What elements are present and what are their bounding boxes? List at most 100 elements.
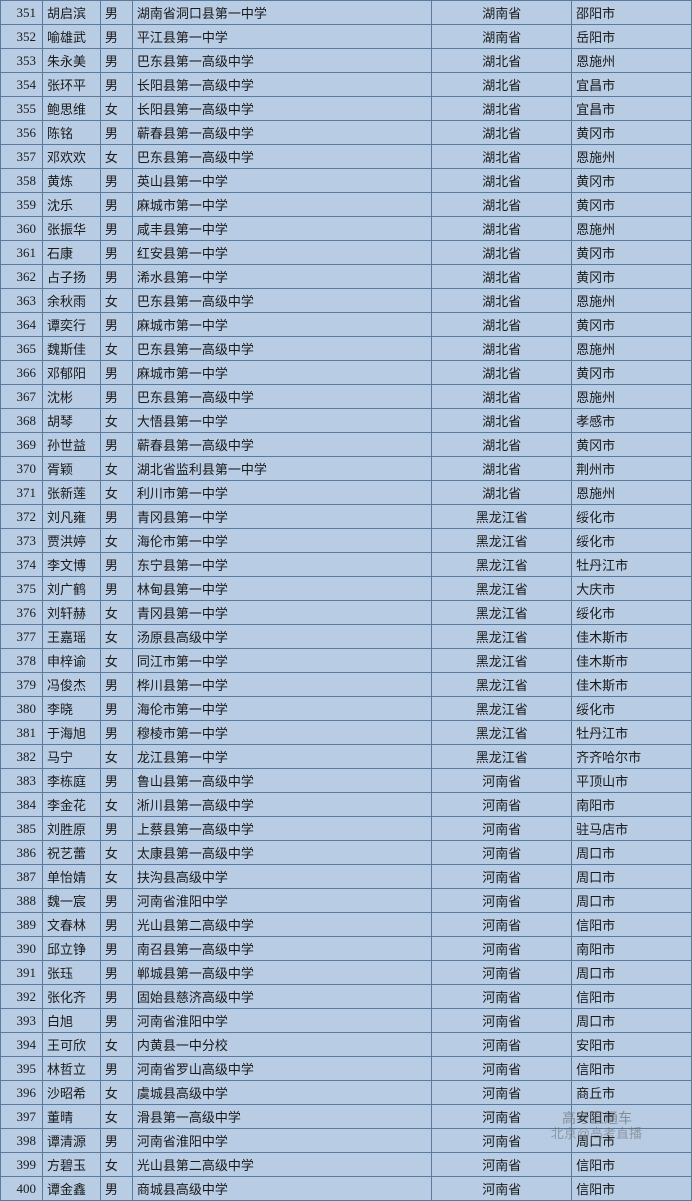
cell-school: 河南省罗山高级中学 <box>132 1057 431 1081</box>
cell-name: 方碧玉 <box>42 1153 100 1177</box>
table-row: 387单怡婧女扶沟县高级中学河南省周口市 <box>1 865 692 889</box>
cell-gender: 女 <box>100 649 132 673</box>
cell-city: 黄冈市 <box>572 313 692 337</box>
cell-num: 354 <box>1 73 43 97</box>
cell-num: 366 <box>1 361 43 385</box>
cell-num: 355 <box>1 97 43 121</box>
cell-school: 郸城县第一高级中学 <box>132 961 431 985</box>
cell-name: 王嘉瑶 <box>42 625 100 649</box>
cell-gender: 男 <box>100 913 132 937</box>
cell-province: 湖北省 <box>432 145 572 169</box>
cell-province: 河南省 <box>432 1105 572 1129</box>
cell-city: 佳木斯市 <box>572 625 692 649</box>
cell-num: 377 <box>1 625 43 649</box>
cell-gender: 男 <box>100 169 132 193</box>
cell-city: 信阳市 <box>572 985 692 1009</box>
cell-city: 信阳市 <box>572 1177 692 1201</box>
cell-city: 恩施州 <box>572 337 692 361</box>
cell-num: 378 <box>1 649 43 673</box>
cell-province: 河南省 <box>432 1153 572 1177</box>
table-row: 393白旭男河南省淮阳中学河南省周口市 <box>1 1009 692 1033</box>
cell-province: 湖北省 <box>432 73 572 97</box>
cell-name: 孙世益 <box>42 433 100 457</box>
cell-name: 魏一宸 <box>42 889 100 913</box>
table-row: 354张环平男长阳县第一高级中学湖北省宜昌市 <box>1 73 692 97</box>
cell-gender: 男 <box>100 361 132 385</box>
cell-school: 大悟县第一中学 <box>132 409 431 433</box>
cell-name: 申梓谕 <box>42 649 100 673</box>
cell-school: 长阳县第一高级中学 <box>132 97 431 121</box>
cell-name: 黄炼 <box>42 169 100 193</box>
cell-city: 佳木斯市 <box>572 649 692 673</box>
cell-name: 祝艺蕾 <box>42 841 100 865</box>
cell-name: 胡琴 <box>42 409 100 433</box>
cell-province: 湖北省 <box>432 457 572 481</box>
cell-city: 绥化市 <box>572 529 692 553</box>
cell-gender: 女 <box>100 625 132 649</box>
cell-name: 贾洪婷 <box>42 529 100 553</box>
cell-province: 湖北省 <box>432 409 572 433</box>
cell-name: 陈铭 <box>42 121 100 145</box>
cell-name: 李文博 <box>42 553 100 577</box>
cell-gender: 女 <box>100 409 132 433</box>
cell-gender: 女 <box>100 1105 132 1129</box>
cell-num: 365 <box>1 337 43 361</box>
table-body: 351胡启滨男湖南省洞口县第一中学湖南省邵阳市352喻雄武男平江县第一中学湖南省… <box>1 1 692 1201</box>
cell-num: 382 <box>1 745 43 769</box>
cell-school: 海伦市第一中学 <box>132 529 431 553</box>
cell-city: 恩施州 <box>572 385 692 409</box>
table-row: 366邓郁阳男麻城市第一中学湖北省黄冈市 <box>1 361 692 385</box>
cell-name: 邓郁阳 <box>42 361 100 385</box>
table-row: 360张振华男咸丰县第一中学湖北省恩施州 <box>1 217 692 241</box>
cell-province: 黑龙江省 <box>432 745 572 769</box>
cell-num: 373 <box>1 529 43 553</box>
cell-province: 河南省 <box>432 1009 572 1033</box>
cell-num: 374 <box>1 553 43 577</box>
cell-city: 黄冈市 <box>572 265 692 289</box>
cell-gender: 女 <box>100 865 132 889</box>
cell-school: 汤原县高级中学 <box>132 625 431 649</box>
cell-school: 巴东县第一高级中学 <box>132 145 431 169</box>
cell-name: 林哲立 <box>42 1057 100 1081</box>
cell-gender: 男 <box>100 1129 132 1153</box>
cell-num: 394 <box>1 1033 43 1057</box>
cell-school: 红安县第一中学 <box>132 241 431 265</box>
table-row: 379冯俊杰男桦川县第一中学黑龙江省佳木斯市 <box>1 673 692 697</box>
cell-school: 湖北省监利县第一中学 <box>132 457 431 481</box>
cell-num: 389 <box>1 913 43 937</box>
cell-school: 长阳县第一高级中学 <box>132 73 431 97</box>
cell-province: 河南省 <box>432 793 572 817</box>
cell-province: 河南省 <box>432 1177 572 1201</box>
cell-num: 387 <box>1 865 43 889</box>
cell-name: 刘广鹤 <box>42 577 100 601</box>
cell-city: 平顶山市 <box>572 769 692 793</box>
cell-province: 河南省 <box>432 865 572 889</box>
cell-school: 扶沟县高级中学 <box>132 865 431 889</box>
cell-city: 宜昌市 <box>572 73 692 97</box>
cell-num: 386 <box>1 841 43 865</box>
cell-city: 信阳市 <box>572 1153 692 1177</box>
cell-school: 海伦市第一中学 <box>132 697 431 721</box>
cell-school: 太康县第一高级中学 <box>132 841 431 865</box>
cell-num: 385 <box>1 817 43 841</box>
cell-province: 黑龙江省 <box>432 553 572 577</box>
cell-gender: 女 <box>100 145 132 169</box>
cell-num: 372 <box>1 505 43 529</box>
cell-city: 黄冈市 <box>572 241 692 265</box>
cell-name: 张环平 <box>42 73 100 97</box>
table-row: 398谭清源男河南省淮阳中学河南省周口市 <box>1 1129 692 1153</box>
cell-city: 荆州市 <box>572 457 692 481</box>
cell-school: 青冈县第一中学 <box>132 601 431 625</box>
cell-province: 黑龙江省 <box>432 721 572 745</box>
cell-province: 河南省 <box>432 913 572 937</box>
cell-province: 河南省 <box>432 1057 572 1081</box>
cell-gender: 男 <box>100 505 132 529</box>
table-row: 369孙世益男蕲春县第一高级中学湖北省黄冈市 <box>1 433 692 457</box>
student-table: 351胡启滨男湖南省洞口县第一中学湖南省邵阳市352喻雄武男平江县第一中学湖南省… <box>0 0 692 1201</box>
cell-province: 河南省 <box>432 769 572 793</box>
table-row: 365魏斯佳女巴东县第一高级中学湖北省恩施州 <box>1 337 692 361</box>
cell-num: 367 <box>1 385 43 409</box>
cell-name: 喻雄武 <box>42 25 100 49</box>
cell-num: 391 <box>1 961 43 985</box>
cell-name: 张新莲 <box>42 481 100 505</box>
